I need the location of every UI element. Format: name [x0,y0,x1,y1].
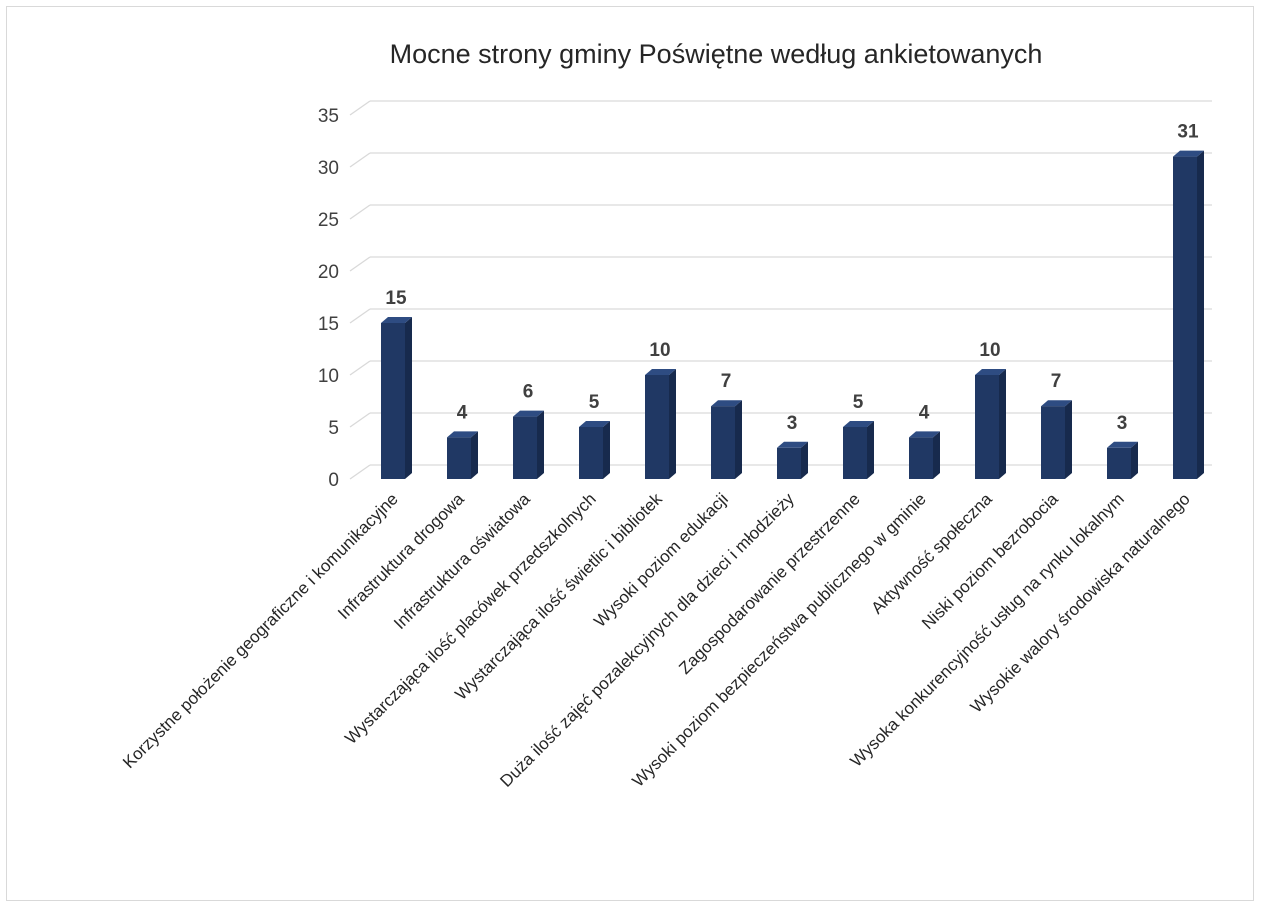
bar [1041,400,1072,479]
bar [975,369,1006,479]
bar-side [1065,400,1072,479]
gridline [349,204,1212,220]
gridline [349,412,1212,428]
bar-top [1041,400,1072,407]
category-label: Wysoki poziom edukacji [590,489,732,631]
y-tick-label: 30 [318,158,339,179]
category-label: Wystarczająca ilość placówek przedszkoln… [341,489,600,748]
data-label: 3 [1117,413,1128,434]
bar-top [1173,150,1204,157]
category-label: Infrastruktura drogowa [334,489,468,623]
category-label: Infrastruktura oświatowa [390,489,534,633]
data-labels: 15 4 6 5 10 7 3 5 4 10 7 3 31 [385,122,1199,434]
bar-side [471,431,478,479]
y-tick-label: 25 [318,210,339,231]
data-label: 5 [589,392,600,413]
bar-top [777,441,808,448]
bar [579,421,610,479]
gridline [349,256,1212,272]
bar [1107,441,1138,479]
bar-front [381,323,405,479]
data-label: 3 [787,413,798,434]
bar-side [801,441,808,479]
gridline [349,360,1212,376]
bar [513,410,544,479]
bar [1173,150,1204,479]
bar-side [405,317,412,479]
y-tick-label: 0 [328,470,339,491]
category-label: Aktywność społeczna [867,489,996,618]
bar-front [1173,156,1197,479]
bar [909,431,940,479]
bar-top [909,431,940,438]
bar-top [843,421,874,427]
data-label: 7 [1051,371,1062,392]
data-label: 10 [649,340,670,361]
bar-front [843,427,867,479]
gridlines [349,100,1212,480]
gridline [349,308,1212,324]
y-tick-label: 5 [328,418,339,439]
bar-top [975,369,1006,375]
bar-front [777,447,801,479]
bar-side [999,369,1006,479]
data-label: 5 [853,392,864,413]
bar-top [447,431,478,438]
data-label: 15 [385,288,407,309]
y-axis-ticks: 0 5 10 15 20 25 30 35 [318,106,339,491]
bar-top [381,317,412,323]
bar-top [513,410,544,417]
bar-front [513,416,537,479]
bar-side [933,431,940,479]
bar-side [603,421,610,479]
bar [381,317,412,479]
bar [843,421,874,479]
data-label: 6 [523,382,534,403]
data-label: 7 [721,371,732,392]
data-label: 4 [457,402,468,423]
bar-front [1107,447,1131,479]
bar-front [1041,406,1065,479]
gridline [349,100,1212,116]
y-tick-label: 15 [318,314,339,335]
bar-top [579,421,610,427]
y-tick-label: 10 [318,366,339,387]
chart-title: Mocne strony gminy Poświętne według anki… [390,39,1043,69]
bar-side [1197,150,1204,479]
bar [447,431,478,479]
bar-side [867,421,874,479]
gridline [349,152,1212,168]
data-label: 31 [1177,122,1199,143]
bar-front [909,437,933,479]
bar [777,441,808,479]
bar-side [735,400,742,479]
category-label: Niski poziom bezrobocia [918,489,1062,633]
bar-top [645,369,676,375]
category-labels: Korzystne położenie geograficzne i komun… [119,489,1194,791]
y-tick-label: 35 [318,106,339,127]
bar [711,400,742,479]
y-tick-label: 20 [318,262,339,283]
bars [381,150,1204,479]
bar-side [1131,441,1138,479]
bar [645,369,676,479]
bar-side [669,369,676,479]
data-label: 10 [979,340,1000,361]
bar-top [1107,441,1138,448]
bar-front [975,375,999,479]
bar-front [579,427,603,479]
bar-front [447,437,471,479]
bar-top [711,400,742,407]
bar-front [645,375,669,479]
bar-side [537,410,544,479]
bar-front [711,406,735,479]
data-label: 4 [919,402,930,423]
